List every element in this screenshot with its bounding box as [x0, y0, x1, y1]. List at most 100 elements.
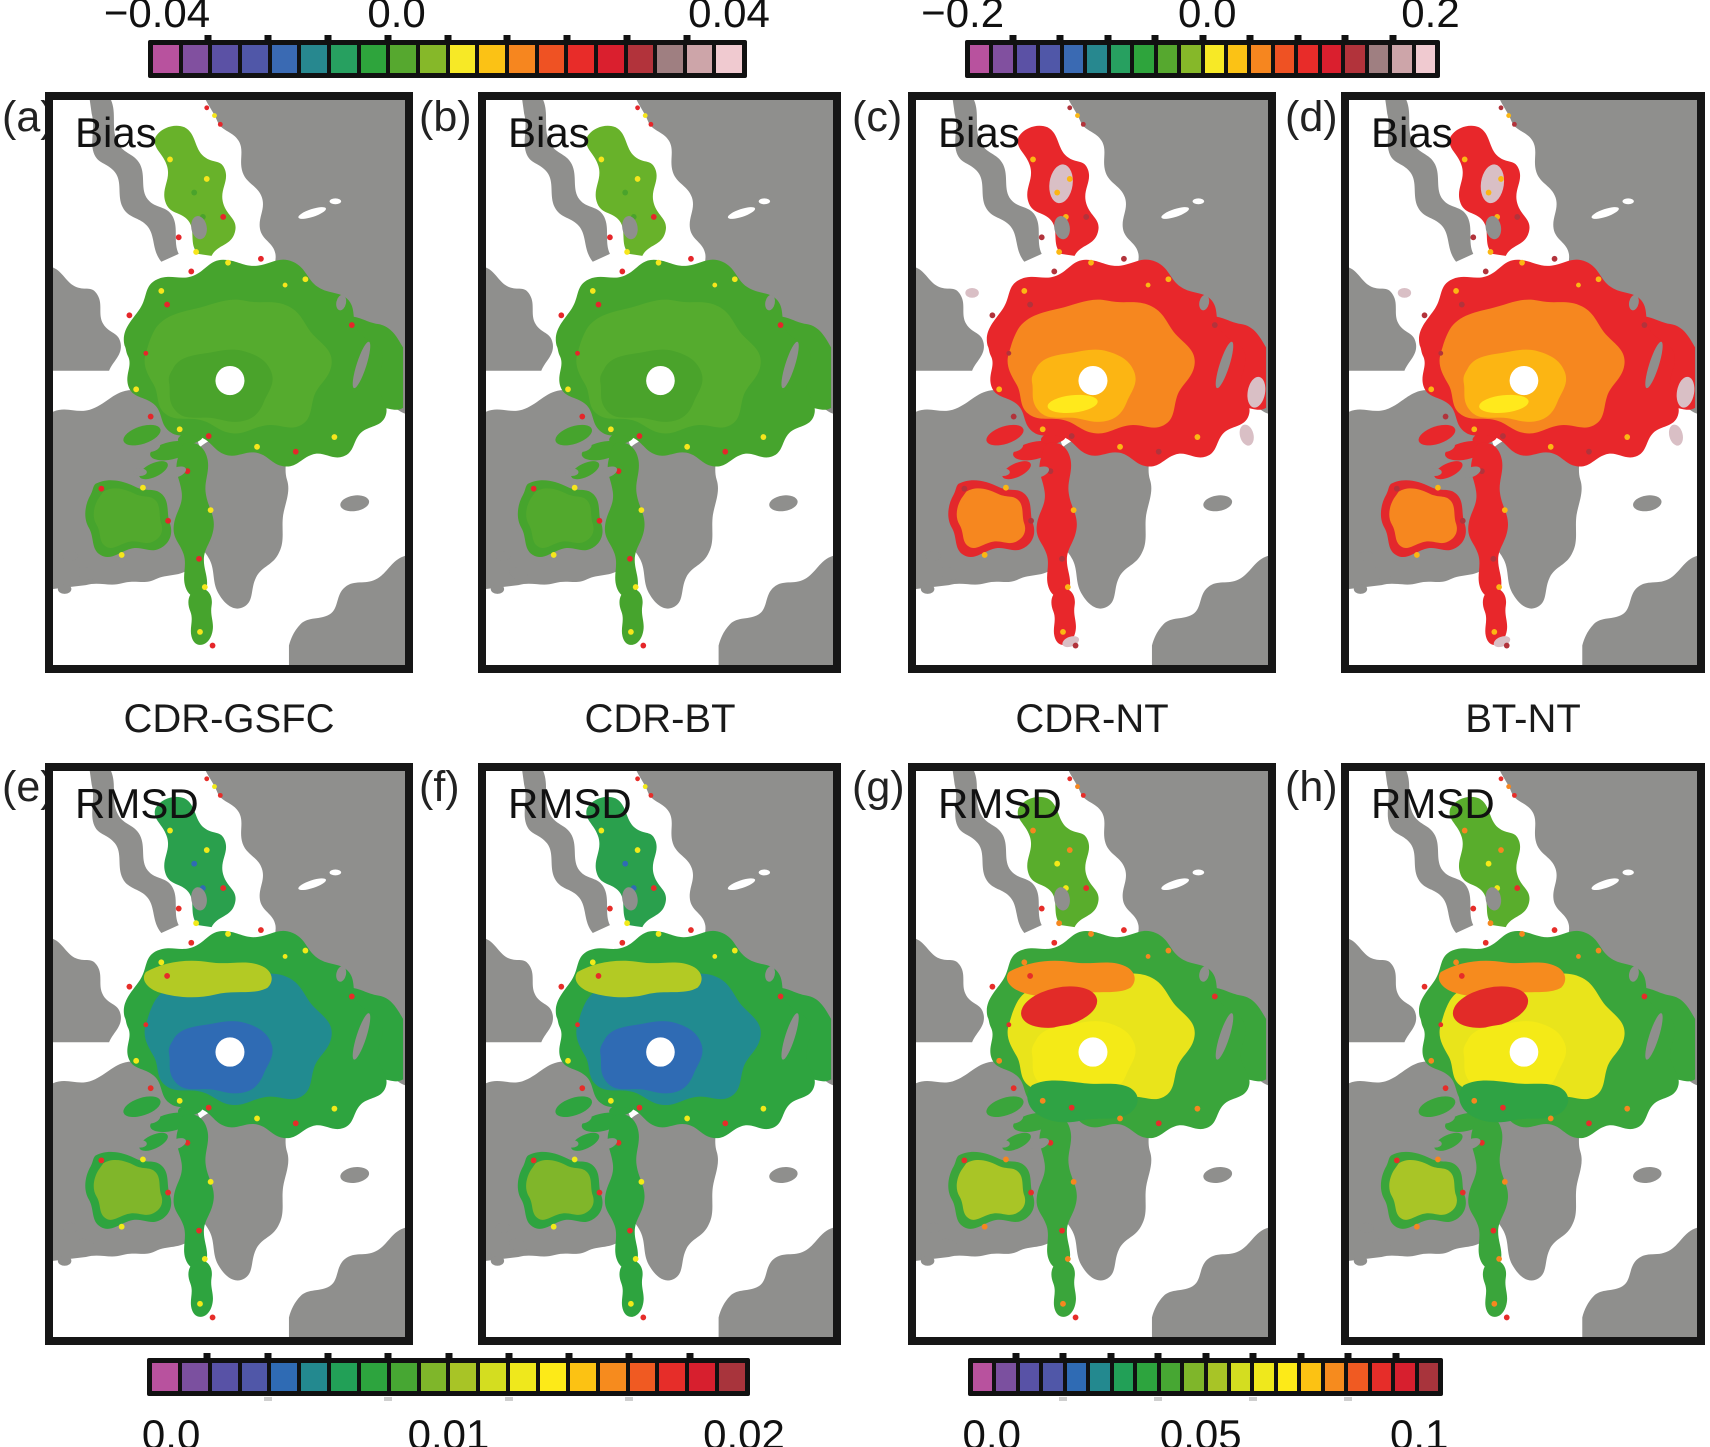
colorbar-swatch — [420, 1363, 447, 1391]
panel-letter: (d) — [1285, 93, 1338, 141]
colorbar-labels: −0.04 0.0 0.04 — [104, 0, 770, 36]
colorbar-label: 0.2 — [1401, 0, 1460, 36]
colorbar-swatch — [599, 1363, 626, 1391]
panel-e: RMSD — [45, 763, 413, 1345]
colorbar-swatch — [1040, 45, 1060, 73]
colorbar-swatch — [1043, 1363, 1063, 1391]
map-e — [53, 771, 405, 1337]
panel-g: RMSD — [908, 763, 1276, 1345]
colorbar-swatch — [1227, 45, 1248, 73]
metric-label: Bias — [508, 109, 590, 156]
map-a — [53, 100, 405, 665]
metric-label: Bias — [938, 109, 1020, 156]
colorbar-bar — [148, 40, 747, 78]
colorbar-swatch — [1066, 1363, 1087, 1391]
colorbar-ticks — [147, 1352, 750, 1358]
colorbar-swatch — [1113, 1363, 1134, 1391]
colorbar-swatch — [508, 45, 535, 73]
colorbar-swatch — [1348, 1363, 1368, 1391]
colorbar-label: 0.02 — [703, 1411, 785, 1447]
colorbar-swatch — [271, 45, 298, 73]
colorbar-bar — [147, 1358, 750, 1396]
colorbar-label: 0.05 — [1159, 1411, 1242, 1447]
colorbar-swatch — [1160, 1363, 1181, 1391]
colorbar-swatch — [996, 1363, 1016, 1391]
colorbar-labels: 0.0 0.01 0.02 — [142, 1402, 785, 1447]
colorbar-swatch — [241, 45, 268, 73]
colorbar-subticks — [147, 1396, 750, 1402]
colorbar-swatch — [659, 1363, 686, 1391]
colorbar-rmsd-large: 0.0 0.05 0.1 — [963, 1352, 1449, 1447]
colorbar-swatch — [539, 1363, 566, 1391]
metric-label: RMSD — [508, 780, 632, 827]
colorbar-rmsd-small: 0.0 0.01 0.02 — [142, 1352, 785, 1447]
colorbar-label: 0.0 — [1178, 0, 1237, 36]
column-caption: CDR-BT — [584, 697, 736, 741]
colorbar-swatch — [627, 45, 654, 73]
colorbar-swatch — [1368, 45, 1389, 73]
colorbar-swatch — [1298, 45, 1318, 73]
colorbar-labels: −0.2 0.0 0.2 — [921, 0, 1460, 36]
colorbar-swatch — [1254, 1363, 1274, 1391]
colorbar-swatch — [597, 45, 624, 73]
colorbar-swatch — [1087, 45, 1107, 73]
panel-letter: (f) — [419, 763, 460, 811]
colorbar-bar — [968, 1358, 1443, 1396]
column-caption: CDR-NT — [1015, 697, 1169, 741]
colorbar-swatch — [973, 1363, 993, 1391]
colorbar-swatch — [241, 1363, 268, 1391]
colorbar-swatch — [390, 45, 416, 73]
panel-letter: (b) — [419, 93, 472, 141]
colorbar-swatch — [449, 45, 476, 73]
colorbar-swatch — [1418, 1363, 1439, 1391]
colorbar-swatch — [152, 1363, 178, 1391]
colorbar-swatch — [1321, 45, 1342, 73]
column-caption: CDR-GSFC — [123, 697, 335, 741]
colorbar-label: 0.0 — [141, 1411, 201, 1447]
colorbar-swatch — [1371, 1363, 1392, 1391]
colorbar-label: 0.0 — [962, 1411, 1021, 1447]
colorbar-swatch — [657, 45, 683, 73]
colorbar-swatch — [1207, 1363, 1227, 1391]
colorbar-swatch — [450, 1363, 477, 1391]
colorbar-swatch — [1392, 45, 1412, 73]
metric-label: RMSD — [1371, 780, 1495, 827]
colorbar-bar — [965, 40, 1440, 78]
colorbar-swatch — [271, 1363, 298, 1391]
colorbar-label: −0.04 — [103, 0, 211, 36]
metric-label: Bias — [75, 109, 157, 156]
colorbar-swatch — [1277, 1363, 1298, 1391]
colorbar-swatch — [360, 45, 387, 73]
colorbar-swatch — [1090, 1363, 1110, 1391]
colorbar-swatch — [1230, 1363, 1251, 1391]
panel-a: Bias — [45, 92, 413, 673]
colorbar-swatch — [970, 45, 990, 73]
metric-label: Bias — [1371, 109, 1453, 156]
colorbar-bias-small: −0.04 0.0 0.04 — [104, 0, 770, 78]
colorbar-swatch — [719, 1363, 745, 1391]
colorbar-swatch — [1204, 45, 1224, 73]
colorbar-swatch — [1157, 45, 1178, 73]
colorbar-swatch — [1063, 45, 1084, 73]
colorbar-swatch — [212, 45, 238, 73]
colorbar-swatch — [1184, 1363, 1204, 1391]
colorbar-swatch — [301, 45, 327, 73]
colorbar-label: 0.0 — [367, 0, 426, 36]
colorbar-swatch — [301, 1363, 328, 1391]
colorbar-labels: 0.0 0.05 0.1 — [963, 1402, 1449, 1447]
colorbar-swatch — [1274, 45, 1295, 73]
panel-c: Bias — [908, 92, 1276, 673]
colorbar-swatch — [510, 1363, 536, 1391]
colorbar-swatch — [568, 45, 594, 73]
metric-label: RMSD — [938, 780, 1062, 827]
colorbar-swatch — [1395, 1363, 1415, 1391]
panel-letter: (c) — [852, 93, 903, 141]
colorbar-ticks — [968, 1352, 1443, 1358]
map-f — [486, 771, 833, 1337]
colorbar-swatch — [153, 45, 179, 73]
panel-letter: (h) — [1285, 763, 1338, 811]
colorbar-swatch — [1137, 1363, 1157, 1391]
colorbar-swatch — [1324, 1363, 1345, 1391]
panel-d: Bias — [1341, 92, 1705, 673]
